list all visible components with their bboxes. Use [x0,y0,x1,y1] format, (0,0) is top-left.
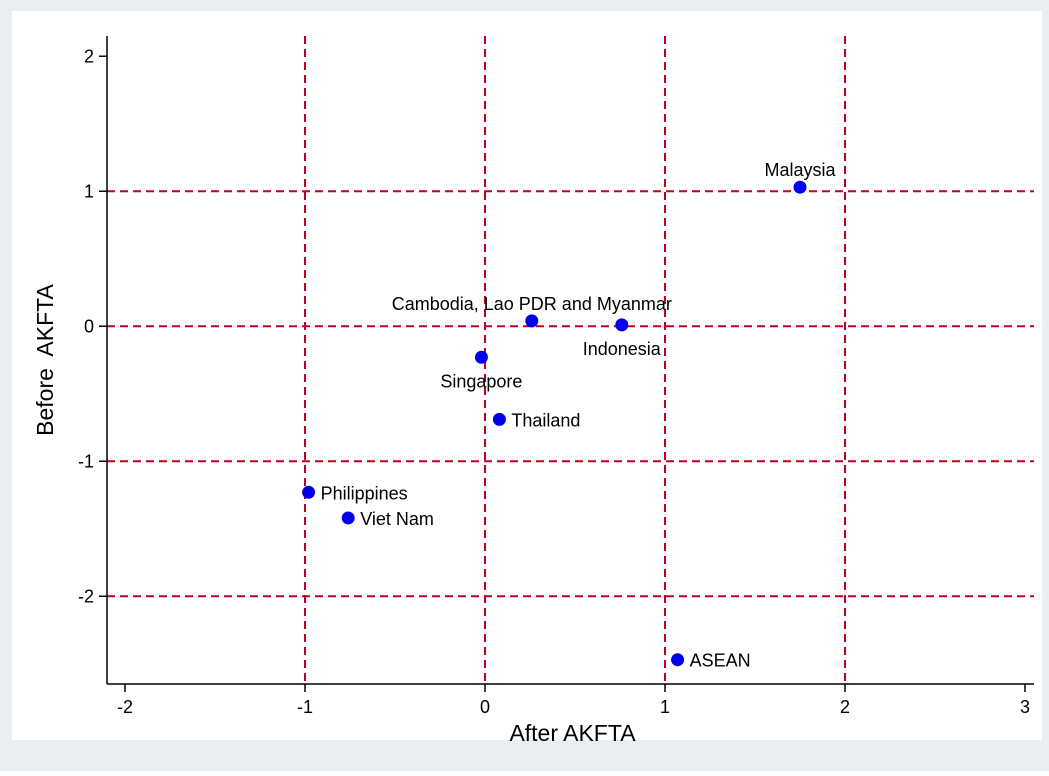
x-tick-label: 0 [480,697,490,717]
data-point-label: ASEAN [690,651,751,671]
axes: -2 -1 0 1 2 3 -2 -1 0 1 2 [78,36,1034,717]
data-point [341,511,355,525]
grid-lines [107,36,1034,684]
y-tick-label: 0 [84,316,94,336]
data-point [492,412,506,426]
data-point [302,485,316,499]
data-point [671,653,685,667]
plot-area [12,11,1042,740]
x-tick-label: -2 [117,697,133,717]
y-tick-label: 1 [84,181,94,201]
y-tick-label: -2 [78,586,94,606]
data-point-label: Cambodia, Lao PDR and Myanmar [392,294,672,314]
data-point [615,318,629,332]
x-axis-title: After AKFTA [509,720,636,746]
data-point [474,350,488,364]
y-axis-title: Before AKFTA [32,284,58,436]
x-tick-label: 3 [1020,697,1030,717]
data-point-label: Malaysia [764,160,836,180]
data-point-label: Viet Nam [360,509,434,529]
data-point-label: Philippines [321,483,408,503]
x-tick-label: 2 [840,697,850,717]
y-tick-label: 2 [84,46,94,66]
data-point-label: Singapore [440,371,522,391]
data-point [525,314,539,328]
data-points: Malaysia Cambodia, Lao PDR and Myanmar Ind… [302,160,836,671]
data-point-label: Thailand [511,410,580,430]
y-tick-label: -1 [78,451,94,471]
data-point-label: Indonesia [583,339,662,359]
data-point [793,180,807,194]
x-tick-label: -1 [297,697,313,717]
x-tick-label: 1 [660,697,670,717]
